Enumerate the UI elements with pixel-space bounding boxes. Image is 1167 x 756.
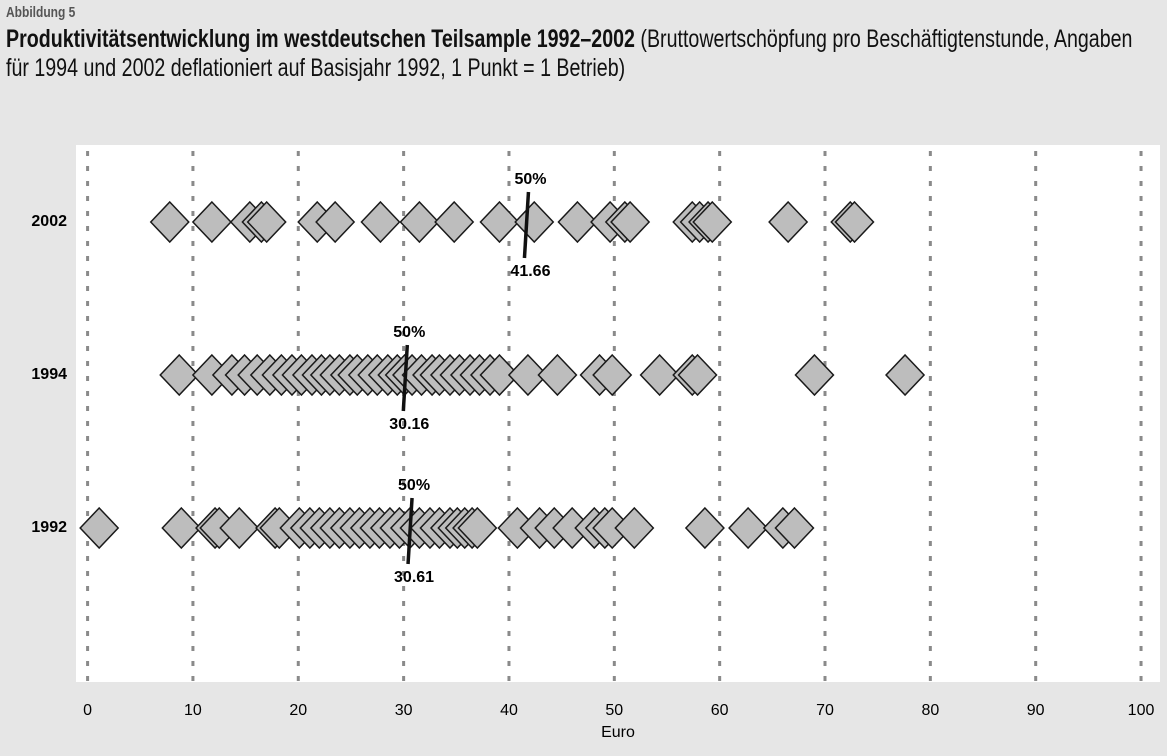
diamond (677, 353, 718, 397)
diamond (885, 353, 926, 397)
x-tick-label: 0 (83, 702, 92, 719)
median-percent-label: 50% (514, 171, 546, 188)
x-tick-label: 70 (816, 702, 834, 719)
median-value-label: 30.61 (394, 569, 434, 586)
diamond (639, 353, 680, 397)
median-percent-label: 50% (398, 477, 430, 494)
diamond (159, 353, 200, 397)
x-tick-label: 80 (921, 702, 939, 719)
chart-title: Produktivitätsentwicklung im westdeutsch… (6, 25, 635, 53)
diamond (684, 506, 725, 550)
diamond (457, 506, 498, 550)
row-label: 2002 (31, 213, 67, 230)
diamond (219, 506, 260, 550)
diamond (161, 506, 202, 550)
header: Abbildung 5 Produktivitätsentwicklung im… (6, 4, 1167, 83)
diamond (434, 200, 475, 244)
x-tick-label: 60 (711, 702, 729, 719)
x-tick-label: 50 (605, 702, 623, 719)
x-axis-label: Euro (601, 724, 635, 741)
diamond (834, 200, 875, 244)
x-tick-label: 90 (1027, 702, 1045, 719)
x-tick-label: 40 (500, 702, 518, 719)
x-tick-label: 20 (289, 702, 307, 719)
diamond (537, 353, 578, 397)
diamond (768, 200, 809, 244)
diamond (507, 353, 548, 397)
row-label: 1994 (31, 366, 67, 383)
row-label: 1992 (31, 519, 67, 536)
median-line (522, 191, 531, 259)
figure-label: Abbildung 5 (6, 4, 76, 21)
diamond (774, 506, 815, 550)
x-tick-label: 100 (1128, 702, 1155, 719)
diamond (149, 200, 190, 244)
diamond (479, 200, 520, 244)
chart-subtitle: (Bruttowertschöpfung pro Beschäftigtenst… (6, 25, 1133, 82)
x-tick-label: 10 (184, 702, 202, 719)
diamond (794, 353, 835, 397)
diamond (610, 200, 651, 244)
diamond (79, 506, 120, 550)
diamond (557, 200, 598, 244)
diamond (479, 353, 520, 397)
diamond (246, 200, 287, 244)
median-line (406, 497, 414, 565)
diamond (360, 200, 401, 244)
diamond (191, 200, 232, 244)
title-block: Produktivitätsentwicklung im westdeutsch… (6, 25, 1156, 83)
median-value-label: 41.66 (510, 263, 550, 280)
diamond (592, 353, 633, 397)
diamond (692, 200, 733, 244)
median-percent-label: 50% (393, 324, 425, 341)
diamond (399, 200, 440, 244)
diamond (614, 506, 655, 550)
median-line (401, 344, 410, 412)
diamond (315, 200, 356, 244)
diamond (728, 506, 769, 550)
x-tick-label: 30 (395, 702, 413, 719)
median-value-label: 30.16 (389, 416, 429, 433)
